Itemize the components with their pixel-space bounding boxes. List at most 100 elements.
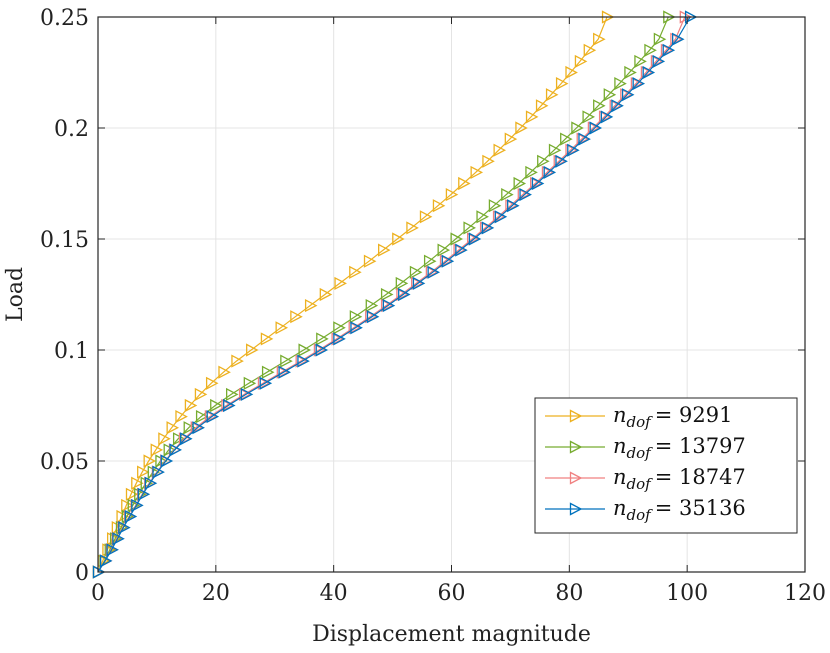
- y-tick-label: 0.2: [54, 117, 89, 142]
- data-point: [194, 387, 208, 401]
- data-point: [184, 398, 198, 413]
- data-point: [620, 88, 633, 102]
- data-point: [504, 132, 518, 146]
- data-point: [231, 354, 244, 368]
- data-point: [660, 43, 674, 57]
- data-point: [392, 232, 405, 246]
- data-point: [348, 321, 362, 335]
- data-point: [560, 132, 573, 146]
- data-point: [223, 398, 236, 413]
- data-point: [140, 476, 154, 490]
- data-point: [419, 210, 433, 224]
- data-point: [210, 398, 223, 413]
- data-point: [410, 276, 424, 290]
- data-point: [653, 32, 667, 46]
- legend: ndof = 9291 ndof = 13797 ndof = 18747 ndof = 35…: [534, 397, 798, 534]
- y-axis-label: Load: [3, 267, 28, 322]
- data-point: [190, 421, 204, 435]
- data-point: [598, 110, 612, 124]
- data-point: [525, 110, 539, 124]
- data-point: [593, 99, 606, 113]
- data-point: [662, 43, 676, 57]
- data-point: [243, 376, 257, 390]
- data-point: [380, 287, 394, 302]
- data-point: [226, 387, 239, 401]
- data-point: [432, 199, 446, 213]
- data-point: [257, 376, 271, 390]
- data-point: [515, 121, 528, 135]
- data-point: [121, 498, 134, 512]
- data-point: [476, 210, 489, 224]
- data-point: [160, 454, 174, 468]
- x-tick-label: 120: [784, 581, 826, 606]
- x-tick-label: 40: [320, 581, 348, 606]
- data-point: [319, 287, 333, 302]
- data-point: [423, 254, 437, 268]
- data-point: [158, 432, 171, 446]
- x-tick-label: 20: [202, 581, 230, 606]
- data-point: [578, 132, 591, 146]
- data-point: [275, 321, 289, 335]
- legend-marker: [569, 502, 583, 516]
- data-point: [398, 287, 411, 302]
- data-point: [463, 221, 476, 235]
- data-point: [530, 176, 543, 191]
- data-point: [205, 376, 219, 390]
- data-point: [304, 299, 318, 313]
- data-point: [609, 99, 623, 113]
- data-point: [280, 354, 293, 368]
- data-point: [333, 321, 346, 335]
- x-tick-label: 60: [438, 581, 466, 606]
- data-point: [537, 154, 550, 168]
- data-point: [315, 343, 329, 357]
- data-point: [204, 410, 218, 424]
- series-3: [92, 10, 698, 579]
- data-point: [382, 299, 396, 313]
- x-tick-label: 0: [91, 581, 105, 606]
- data-point: [548, 143, 562, 157]
- data-point: [565, 143, 578, 157]
- data-point: [152, 465, 165, 479]
- y-tick-label: 0: [75, 561, 89, 586]
- data-point: [501, 188, 514, 202]
- data-point: [331, 332, 345, 346]
- data-point: [652, 54, 666, 68]
- data-point: [380, 299, 394, 313]
- data-point: [555, 77, 569, 91]
- legend-label: ndof = 35136: [613, 496, 746, 524]
- data-point: [395, 276, 409, 290]
- axis-ticks: 0 20 40 60 80 100 120 0 0.05 0.1 0.15 0.2 0.25: [40, 6, 826, 606]
- data-point: [259, 376, 273, 390]
- data-point: [488, 199, 502, 213]
- data-point: [670, 32, 683, 46]
- data-point: [206, 410, 220, 424]
- legend-entry: ndof = 9291: [545, 403, 732, 431]
- data-point: [507, 199, 520, 213]
- data-point: [295, 354, 309, 368]
- data-point: [650, 54, 664, 68]
- data-point: [525, 165, 538, 179]
- data-point: [316, 332, 329, 346]
- data-point: [543, 165, 557, 179]
- data-point: [106, 543, 119, 557]
- y-tick-label: 0.15: [40, 228, 89, 253]
- data-point: [313, 343, 327, 357]
- data-point: [246, 343, 259, 357]
- data-point: [553, 154, 567, 168]
- data-point: [92, 565, 106, 579]
- data-point: [600, 110, 614, 124]
- data-point: [276, 365, 290, 379]
- data-point: [298, 343, 312, 357]
- data-point: [589, 121, 603, 135]
- data-point: [470, 165, 484, 179]
- data-point: [334, 276, 347, 290]
- data-point: [441, 254, 455, 268]
- data-point: [468, 232, 482, 246]
- series-layer: [92, 10, 698, 579]
- y-tick-label: 0.25: [40, 6, 89, 31]
- data-point: [350, 321, 363, 335]
- data-point: [278, 365, 291, 379]
- data-point: [297, 354, 310, 368]
- data-point: [166, 421, 180, 435]
- data-point: [482, 154, 495, 168]
